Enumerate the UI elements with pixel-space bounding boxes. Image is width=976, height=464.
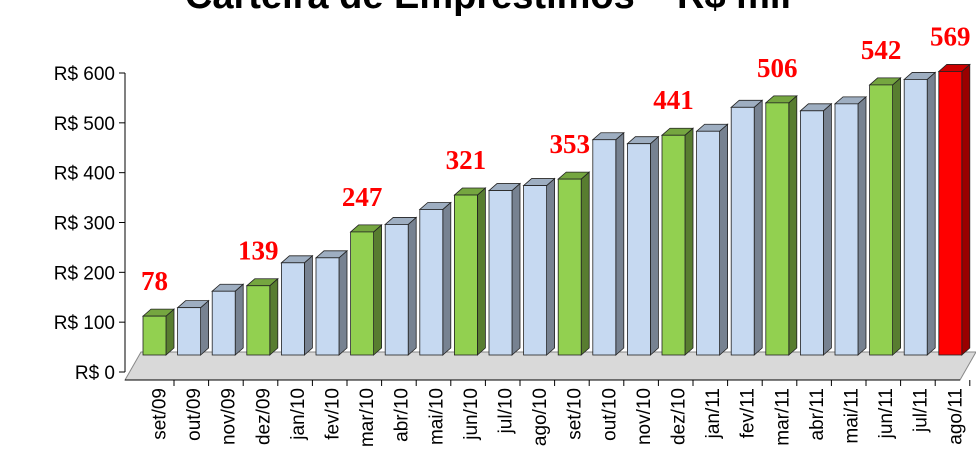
x-tick-label: mai/11 — [842, 388, 863, 444]
bar — [730, 106, 755, 356]
bar-side — [857, 95, 867, 356]
floor — [124, 351, 976, 381]
x-tick-label: jul/11 — [911, 388, 932, 433]
x-tick-label: mar/11 — [772, 388, 793, 446]
bar — [384, 224, 409, 356]
bar — [453, 194, 478, 356]
x-tick-label: set/09 — [150, 388, 171, 440]
bar — [142, 315, 167, 356]
bar-side — [476, 187, 486, 356]
bar — [592, 139, 617, 356]
y-tick-label: R$ 100 — [54, 313, 115, 334]
bar — [350, 231, 375, 356]
value-label: 78 — [141, 266, 168, 296]
bar — [523, 185, 547, 356]
bar-side — [926, 71, 936, 356]
x-tick-label: ago/10 — [530, 388, 551, 446]
x-tick-label: set/10 — [565, 388, 586, 440]
chart-title: Carteira de Empréstimos – R$ mil — [185, 0, 791, 17]
x-tick-label: jan/11 — [703, 388, 724, 439]
x-tick-label: jun/11 — [876, 388, 897, 439]
bar-side — [961, 63, 971, 356]
bar-side — [338, 249, 348, 356]
x-tick-label: mai/10 — [426, 388, 447, 445]
value-label: 441 — [653, 85, 694, 115]
bar — [800, 110, 824, 356]
y-tick-label: R$ 400 — [54, 164, 115, 185]
x-tick-label: nov/09 — [219, 388, 240, 445]
x-tick-label: abr/11 — [807, 388, 828, 440]
value-label: 506 — [757, 53, 798, 83]
bar — [696, 130, 720, 356]
bar-side — [303, 254, 313, 356]
x-tick-label: ago/11 — [945, 388, 966, 445]
y-tick-label: R$ 0 — [75, 363, 115, 384]
x-tick-label: out/10 — [599, 388, 620, 441]
bar-side — [511, 182, 521, 356]
bar — [903, 79, 928, 356]
x-tick-label: dez/10 — [669, 388, 690, 445]
bar — [488, 190, 513, 356]
bar-side — [442, 201, 452, 356]
bar — [557, 178, 582, 356]
bar-side — [719, 123, 728, 356]
bar-side — [165, 308, 175, 356]
bar — [177, 307, 202, 356]
x-tick-label: fev/11 — [738, 388, 759, 438]
y-tick-label: R$ 300 — [54, 214, 115, 235]
bar — [419, 209, 444, 356]
bar-side — [650, 135, 659, 356]
bar-side — [753, 99, 763, 356]
x-tick-label: dez/09 — [253, 388, 274, 445]
bar-side — [234, 283, 244, 356]
x-tick-label: fev/10 — [323, 388, 344, 440]
bar — [627, 143, 651, 356]
bar-side — [580, 171, 590, 356]
bar-side — [373, 224, 383, 356]
y-tick-label: R$ 600 — [54, 64, 115, 85]
x-tick-label: jul/10 — [496, 388, 517, 434]
x-tick-label: jan/10 — [288, 388, 309, 441]
bar — [765, 102, 790, 356]
bar — [938, 71, 963, 356]
bar — [211, 290, 236, 356]
x-tick-label: jun/10 — [461, 388, 482, 441]
bar — [661, 134, 686, 356]
bar-side — [407, 216, 417, 356]
value-label: 247 — [342, 182, 383, 212]
bar-side — [788, 94, 798, 356]
y-tick-label: R$ 500 — [54, 114, 115, 135]
bar-side — [269, 277, 279, 356]
bar — [280, 262, 305, 356]
bar — [834, 103, 859, 356]
bar — [869, 84, 893, 356]
bar-side — [200, 299, 210, 356]
value-label: 569 — [930, 21, 971, 51]
x-tick-label: out/09 — [184, 388, 205, 441]
value-label: 542 — [861, 35, 902, 65]
bar-side — [684, 127, 694, 356]
bar-side — [823, 102, 832, 356]
value-label: 139 — [238, 236, 279, 266]
value-label: 353 — [549, 129, 590, 159]
x-tick-label: abr/10 — [392, 388, 413, 442]
bar — [315, 257, 340, 356]
bar-side — [546, 177, 555, 356]
bar-side — [892, 77, 901, 356]
x-tick-label: mar/10 — [357, 388, 378, 447]
bar-side — [615, 131, 625, 356]
x-tick-label: nov/10 — [634, 388, 655, 445]
value-label: 321 — [446, 145, 487, 175]
bar — [246, 285, 271, 356]
y-tick-label: R$ 200 — [54, 263, 115, 284]
